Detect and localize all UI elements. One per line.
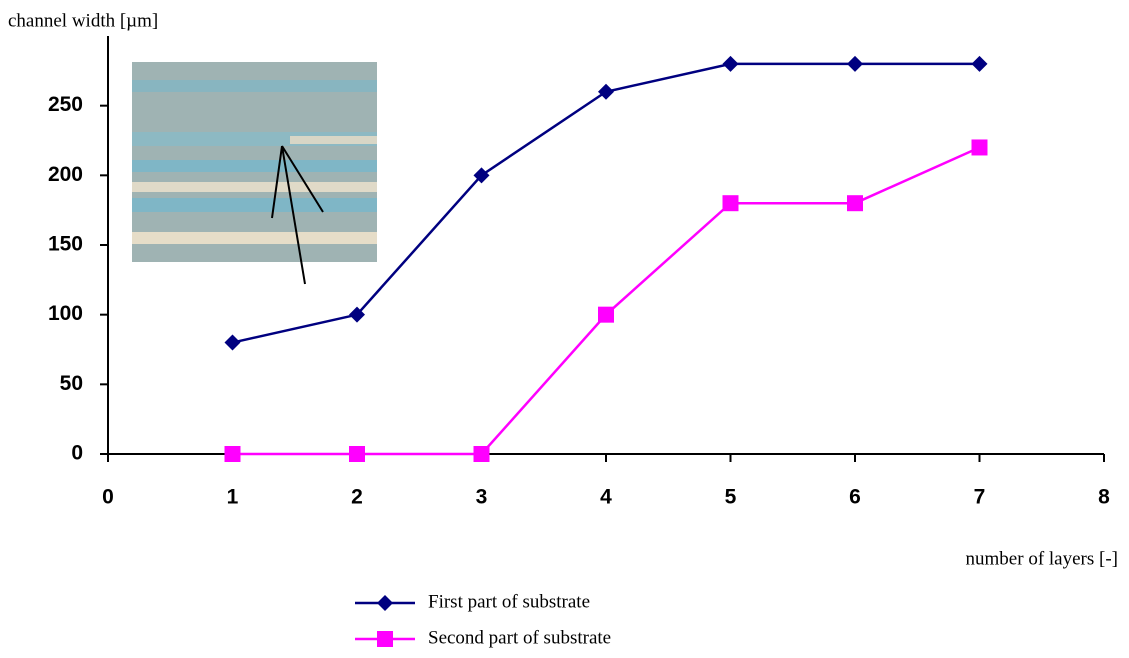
legend-marker	[377, 631, 393, 647]
marker	[225, 446, 241, 462]
x-tick-label: 5	[725, 486, 737, 509]
chart: channel width [µm] number of layers [-] …	[0, 0, 1129, 658]
marker	[847, 195, 863, 211]
y-tick-label: 150	[48, 233, 83, 256]
inset-photo	[132, 62, 377, 284]
marker	[474, 446, 490, 462]
y-tick-label: 200	[48, 163, 83, 186]
x-tick-label: 4	[600, 486, 612, 509]
marker	[972, 56, 988, 72]
marker	[723, 195, 739, 211]
legend-marker	[377, 595, 393, 611]
y-tick-label: 250	[48, 93, 83, 116]
x-tick-label: 3	[476, 486, 488, 509]
marker	[598, 84, 614, 100]
marker	[847, 56, 863, 72]
x-tick-label: 6	[849, 486, 861, 509]
marker	[723, 56, 739, 72]
y-axis-title: channel width [µm]	[8, 10, 158, 31]
x-tick-label: 0	[102, 486, 114, 509]
x-tick-label: 7	[974, 486, 986, 509]
y-tick-label: 0	[71, 442, 83, 465]
x-axis-title: number of layers [-]	[966, 548, 1118, 569]
x-tick-label: 8	[1098, 486, 1110, 509]
x-tick-label: 2	[351, 486, 363, 509]
x-tick-label: 1	[227, 486, 239, 509]
legend-label: Second part of substrate	[428, 627, 611, 648]
y-tick-label: 50	[60, 372, 83, 395]
y-tick-label: 100	[48, 302, 83, 325]
legend-label: First part of substrate	[428, 591, 590, 612]
marker	[225, 335, 241, 351]
marker	[349, 446, 365, 462]
marker	[972, 139, 988, 155]
marker	[598, 307, 614, 323]
